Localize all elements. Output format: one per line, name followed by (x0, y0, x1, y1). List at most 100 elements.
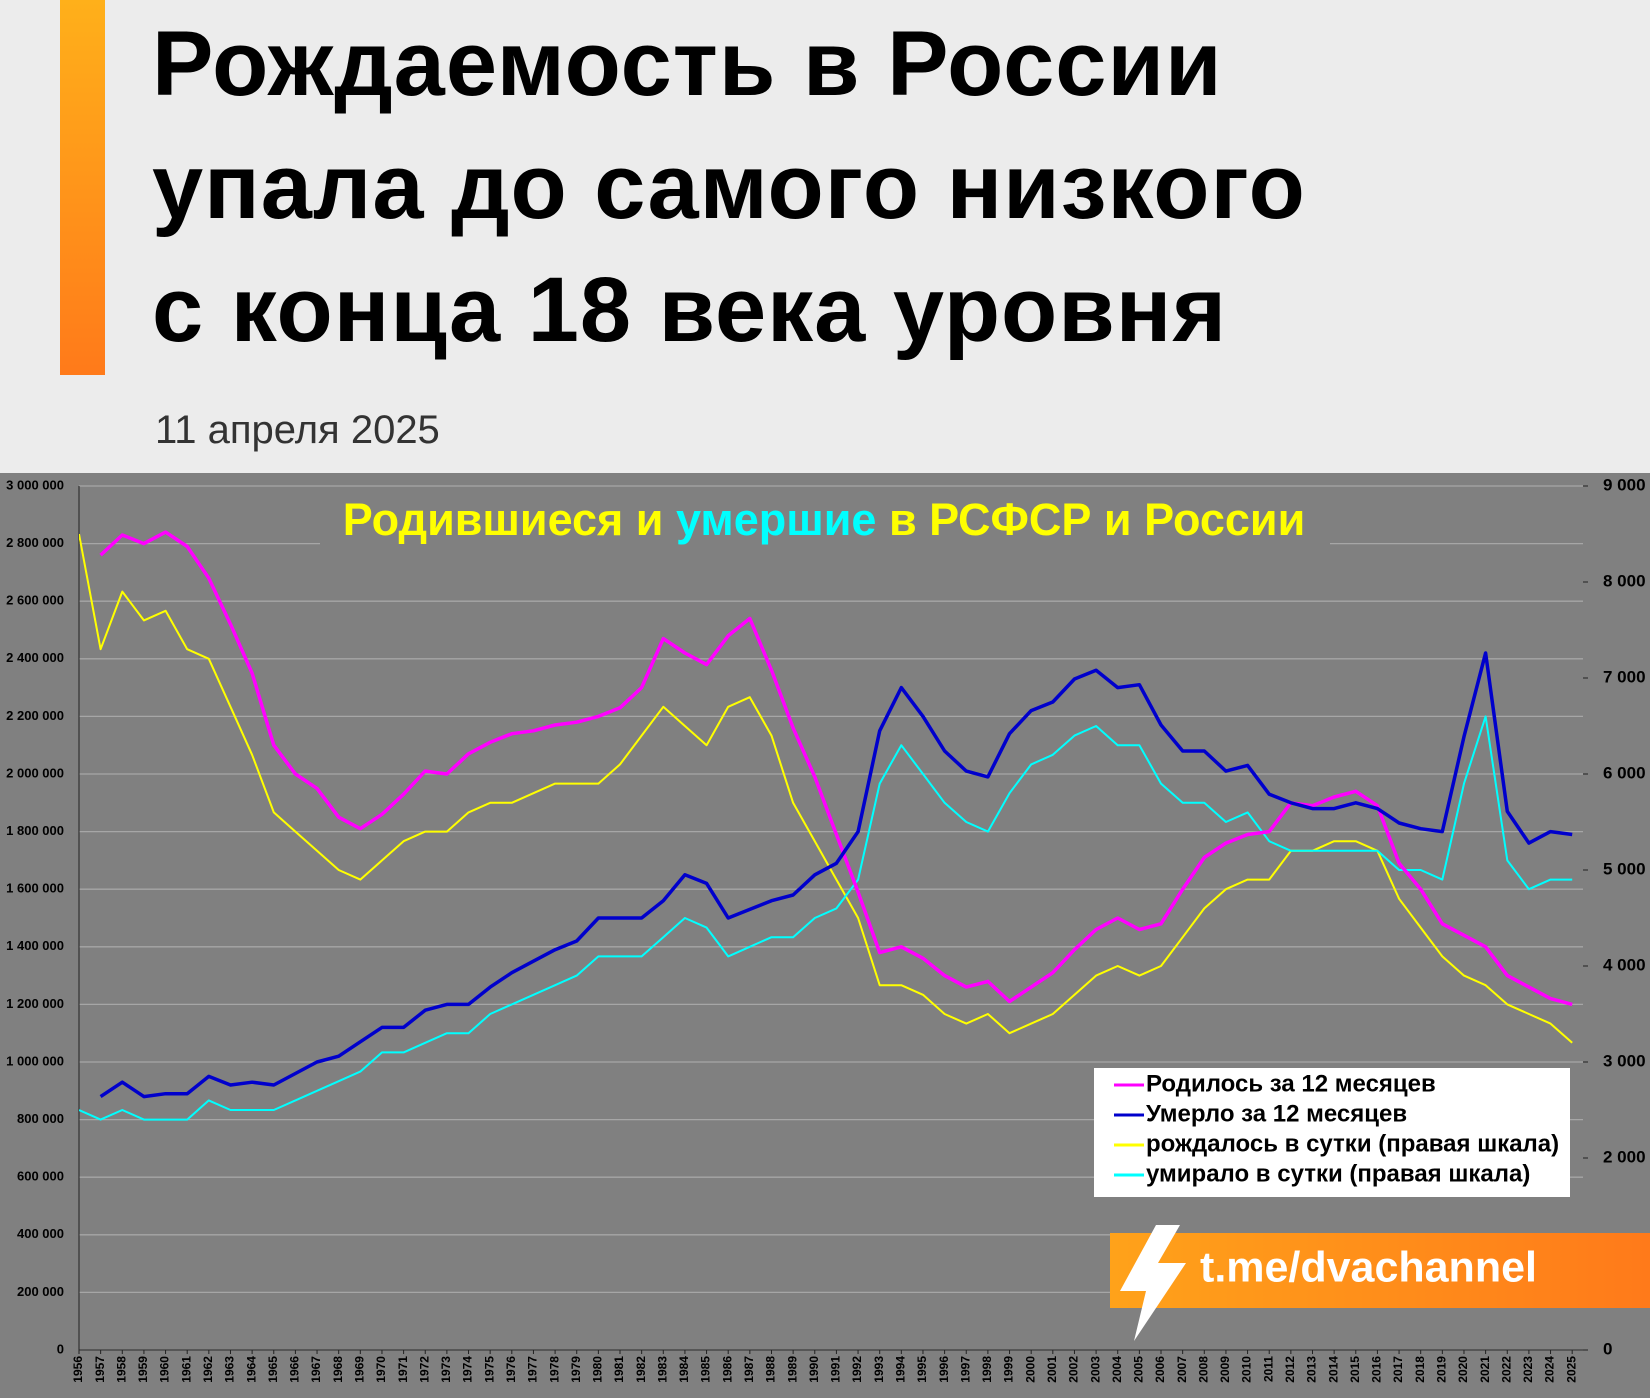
x-tick-label: 1957 (93, 1356, 107, 1383)
x-tick-label: 1970 (374, 1356, 388, 1383)
x-tick-label: 1972 (417, 1356, 431, 1383)
x-tick-label: 2008 (1196, 1356, 1210, 1383)
x-tick-label: 1978 (547, 1356, 561, 1383)
x-tick-label: 1979 (569, 1356, 583, 1383)
y2-tick-label: 3 000 (1603, 1051, 1646, 1070)
legend-label: Умерло за 12 месяцев (1146, 1100, 1407, 1127)
chart-title: Родившиеся и умершие в РСФСР и России (343, 494, 1306, 545)
series-line (79, 533, 1573, 1044)
chart-title-part: в РСФСР и России (889, 494, 1305, 545)
x-tick-label: 2021 (1478, 1356, 1492, 1383)
x-tick-label: 1995 (915, 1356, 929, 1383)
legend-label: умирало в сутки (правая шкала) (1146, 1160, 1530, 1187)
x-tick-label: 2017 (1391, 1356, 1405, 1383)
x-tick-label: 1963 (223, 1356, 237, 1383)
x-tick-label: 1973 (439, 1356, 453, 1383)
x-tick-label: 2009 (1218, 1356, 1232, 1383)
y-tick-label: 400 000 (17, 1226, 64, 1241)
y2-tick-label: 5 000 (1603, 859, 1646, 878)
x-tick-label: 2006 (1153, 1356, 1167, 1383)
x-tick-label: 1991 (829, 1356, 843, 1383)
x-tick-label: 1999 (1002, 1356, 1016, 1383)
x-tick-label: 1990 (807, 1356, 821, 1383)
accent-bar (60, 0, 105, 375)
title-background (320, 493, 1330, 549)
x-tick-label: 1969 (352, 1356, 366, 1383)
legend-label: рождалось в сутки (правая шкала) (1146, 1130, 1559, 1157)
y-tick-label: 2 800 000 (6, 535, 64, 550)
x-tick-label: 2023 (1521, 1356, 1535, 1383)
y-tick-label: 200 000 (17, 1284, 64, 1299)
watermark: t.me/dvachannel (1110, 1225, 1650, 1341)
x-tick-label: 1962 (201, 1356, 215, 1383)
x-tick-label: 2025 (1564, 1356, 1578, 1383)
x-tick-label: 2004 (1110, 1356, 1124, 1383)
x-tick-label: 1985 (699, 1356, 713, 1383)
x-tick-label: 1967 (309, 1356, 323, 1383)
x-tick-label: 1988 (764, 1356, 778, 1383)
y-tick-label: 2 000 000 (6, 765, 64, 780)
x-tick-label: 1984 (677, 1356, 691, 1383)
x-tick-label: 1986 (720, 1356, 734, 1383)
y-tick-label: 600 000 (17, 1169, 64, 1184)
watermark-text: t.me/dvachannel (1200, 1243, 1537, 1291)
y2-tick-label: 8 000 (1603, 571, 1646, 590)
y-tick-label: 800 000 (17, 1111, 64, 1126)
x-tick-label: 2000 (1023, 1356, 1037, 1383)
x-tick-label: 1971 (396, 1356, 410, 1383)
headline: упала до самого низкого (152, 136, 1306, 238)
y2-tick-label: 9 000 (1603, 475, 1646, 494)
x-tick-label: 1959 (136, 1356, 150, 1383)
x-tick-label: 1956 (71, 1356, 85, 1383)
x-tick-label: 1964 (244, 1356, 258, 1383)
headline: Рождаемость в России (152, 13, 1223, 115)
x-tick-label: 1976 (504, 1356, 518, 1383)
y-tick-label: 3 000 000 (6, 477, 64, 492)
header: Рождаемость в России упала до самого низ… (0, 0, 1650, 473)
y-tick-label: 1 400 000 (6, 938, 64, 953)
x-tick-label: 1996 (937, 1356, 951, 1383)
x-tick-label: 2005 (1132, 1356, 1146, 1383)
y-tick-label: 1 800 000 (6, 823, 64, 838)
x-tick-label: 1975 (482, 1356, 496, 1383)
y-tick-label: 2 400 000 (6, 650, 64, 665)
x-tick-label: 1968 (331, 1356, 345, 1383)
x-tick-label: 1987 (742, 1356, 756, 1383)
y-tick-label: 0 (57, 1341, 64, 1356)
x-tick-label: 1998 (980, 1356, 994, 1383)
headline: с конца 18 века уровня (152, 259, 1228, 361)
x-tick-label: 1989 (785, 1356, 799, 1383)
x-tick-label: 1993 (872, 1356, 886, 1383)
chart: 0 200 000 400 000 600 000 800 000 1 000 000 1 … (0, 473, 1650, 1398)
x-tick-label: 1980 (591, 1356, 605, 1383)
x-tick-label: 1997 (958, 1356, 972, 1383)
x-tick-label: 1994 (894, 1356, 908, 1383)
date: 11 апреля 2025 (155, 408, 440, 452)
y2-tick-label: 0 (1603, 1339, 1612, 1358)
x-tick-label: 2020 (1456, 1356, 1470, 1383)
x-tick-label: 1992 (850, 1356, 864, 1383)
x-tick-label: 2014 (1326, 1356, 1340, 1383)
x-tick-label: 1965 (266, 1356, 280, 1383)
x-tick-label: 2015 (1348, 1356, 1362, 1383)
y-tick-label: 2 200 000 (6, 708, 64, 723)
x-tick-label: 2002 (1067, 1356, 1081, 1383)
chart-title-part: умершие (676, 494, 876, 545)
x-tick-label: 2018 (1413, 1356, 1427, 1383)
series-line (99, 530, 1573, 1007)
x-tick-label: 1958 (114, 1356, 128, 1383)
y2-tick-label: 7 000 (1603, 667, 1646, 686)
x-tick-label: 1974 (461, 1356, 475, 1383)
y-tick-label: 1 200 000 (6, 996, 64, 1011)
legend: Родилось за 12 месяцев Умерло за 12 месяц… (1094, 1068, 1570, 1197)
x-tick-label: 2024 (1543, 1356, 1557, 1383)
legend-label: Родилось за 12 месяцев (1146, 1070, 1436, 1097)
legend-box (1094, 1068, 1570, 1197)
x-tick-label: 1961 (179, 1356, 193, 1383)
y-tick-label: 2 600 000 (6, 593, 64, 608)
x-tick-label: 1983 (655, 1356, 669, 1383)
watermark-box (1110, 1233, 1650, 1308)
x-tick-label: 2016 (1370, 1356, 1384, 1383)
series-line (99, 651, 1573, 1099)
